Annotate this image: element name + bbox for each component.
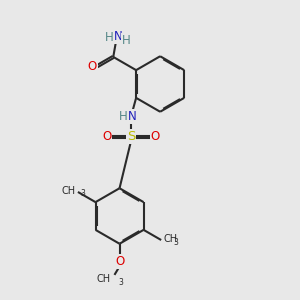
Text: 3: 3 (81, 190, 85, 199)
Text: H: H (105, 31, 113, 44)
Text: N: N (114, 30, 123, 43)
Text: S: S (127, 130, 135, 143)
Text: H: H (119, 110, 128, 123)
Text: CH: CH (164, 234, 178, 244)
Text: O: O (87, 60, 97, 73)
Text: 3: 3 (118, 278, 123, 287)
Text: H: H (122, 34, 130, 47)
Text: O: O (115, 255, 124, 268)
Text: O: O (151, 130, 160, 143)
Text: N: N (128, 110, 137, 123)
Text: CH: CH (61, 186, 75, 196)
Text: CH: CH (96, 274, 110, 284)
Text: O: O (102, 130, 111, 143)
Text: 3: 3 (173, 238, 178, 247)
